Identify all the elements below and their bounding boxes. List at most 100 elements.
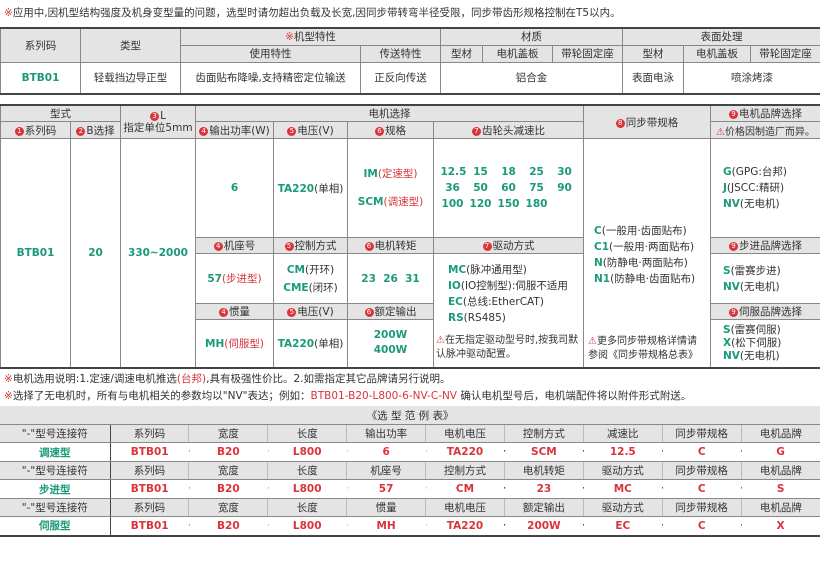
example-header: 电机品牌 — [740, 498, 820, 517]
drive-option: EC(总线:EtherCAT) — [448, 296, 544, 308]
example-value: –B20 — [188, 442, 268, 462]
example-table: 《选 型 范 例 表》 "-"型号连接符 系列码 宽度 长度 输出功率 电机电压 控制方式减… — [0, 405, 820, 537]
example-value: –C — [662, 442, 742, 462]
example-value: –200W — [504, 516, 584, 536]
gear-ratios: 12.5 15 18 25 30 36 50 60 75 90 100 120 150 180 — [433, 138, 584, 238]
nv-note: ※选择了无电机时，所有与电机相关的参数均以"NV"表达；例如：BTB01-B20… — [4, 390, 692, 402]
example-value: –S — [741, 479, 820, 499]
example-value: –B20 — [188, 516, 268, 536]
example-value: –CM — [425, 479, 505, 499]
model-features-table: 系列码 类型 ※机型特性 材质 表面处理 使用特性 传送特性 型材 电机盖板 带轮固定座 型材 电机… — [0, 27, 820, 95]
example-value: –L800 — [267, 516, 347, 536]
drive-option: MC(脉冲通用型) — [448, 264, 527, 276]
example-header: 长度 — [267, 424, 347, 443]
example-value: –MH — [346, 516, 426, 536]
warning-icon: ⚠ — [716, 126, 725, 138]
example-header: 电机品牌 — [740, 424, 820, 443]
example-value: –23 — [504, 479, 584, 499]
example-header: 电机转矩 — [503, 461, 584, 480]
example-header: "-"型号连接符 — [0, 461, 111, 480]
example-header: 控制方式 — [503, 424, 584, 443]
example-value: –57 — [346, 479, 426, 499]
example-header: 系列码 — [109, 424, 189, 443]
example-header: 额定输出 — [503, 498, 584, 517]
gear-ratio: 75 — [529, 182, 544, 194]
sync-belt-option: N(防静电·两面贴布) — [594, 257, 688, 269]
servo-brand-option: X(松下伺服) — [723, 336, 782, 349]
example-value: –X — [741, 516, 820, 536]
example-value: –TA220 — [425, 516, 505, 536]
gear-ratio: 30 — [557, 166, 572, 178]
gear-ratio: 25 — [529, 166, 544, 178]
servo-brand-option: S(雷赛伺服) — [723, 323, 781, 336]
example-header: 输出功率 — [346, 424, 426, 443]
sync-belt-option: C(一般用·齿面贴布) — [594, 225, 687, 237]
drive-option: IO(IO控制型):伺服不适用 — [448, 280, 568, 292]
example-value: –C — [662, 479, 742, 499]
example-header: 系列码 — [109, 498, 189, 517]
example-header: 电机品牌 — [740, 461, 820, 480]
example-header: 系列码 — [109, 461, 189, 480]
example-header: 同步带规格 — [661, 461, 742, 480]
example-value: –B20 — [188, 479, 268, 499]
example-value: –6 — [346, 442, 426, 462]
example-value: 步进型 — [0, 479, 111, 499]
example-header: 电机电压 — [425, 498, 505, 517]
example-header: "-"型号连接符 — [0, 498, 111, 517]
gear-ratio: 12.5 — [440, 166, 467, 178]
servo-brand-option: NV(无电机) — [723, 349, 780, 362]
example-value: –L800 — [267, 479, 347, 499]
gear-ratio: 90 — [557, 182, 572, 194]
brand-option: NV(无电机) — [723, 198, 780, 210]
gear-ratio — [551, 196, 579, 212]
gear-ratio: 100 — [441, 198, 464, 210]
sync-belt-option: C1(一般用·两面贴布) — [594, 241, 695, 253]
brand-option: J(JSCC:精研) — [723, 182, 785, 194]
example-header: 同步带规格 — [661, 498, 742, 517]
example-value: 伺服型 — [0, 516, 111, 536]
example-header: 长度 — [267, 461, 347, 480]
example-header: 惯量 — [346, 498, 426, 517]
example-header: 宽度 — [188, 424, 268, 443]
example-header: 电机电压 — [425, 424, 505, 443]
example-value: BTB01 — [110, 479, 189, 499]
example-header: 控制方式 — [425, 461, 505, 480]
example-value: –SCM — [504, 442, 584, 462]
example-value: –C — [662, 516, 742, 536]
example-header: 宽度 — [188, 498, 268, 517]
step-brand-option: S(雷赛步进) — [723, 264, 781, 277]
example-value: –12.5 — [583, 442, 663, 462]
example-header: "-"型号连接符 — [0, 424, 111, 443]
example-header: 机座号 — [346, 461, 426, 480]
example-header: 驱动方式 — [582, 498, 663, 517]
gear-ratio: 150 — [497, 198, 520, 210]
gear-ratio: 180 — [525, 198, 548, 210]
example-header: 同步带规格 — [661, 424, 742, 443]
gear-ratio: 120 — [469, 198, 492, 210]
step-brand-option: NV(无电机) — [723, 280, 780, 293]
brand-option: G(GPG:台邦) — [723, 166, 787, 178]
example-value: –EC — [583, 516, 663, 536]
example-value: 调速型 — [0, 442, 111, 462]
sync-belt-option: N1(防静电·齿面贴布) — [594, 273, 696, 285]
gear-ratio: 18 — [501, 166, 516, 178]
warning-icon: ⚠ — [588, 335, 597, 347]
example-header: 减速比 — [582, 424, 663, 443]
selection-table: 型式 3 L 指定单位5mm 电机选择 8 同步带规格 9 电机品牌选择 1 系列码 2 B选择 4 输出… — [0, 104, 820, 369]
example-header: 驱动方式 — [582, 461, 663, 480]
gear-ratio: 15 — [473, 166, 488, 178]
top-note: ※应用中,因机型结构强度及机身变型量的问题，选型时请勿超出负载及长宽,因同步带转… — [4, 7, 621, 19]
example-value: –MC — [583, 479, 663, 499]
example-value: BTB01 — [110, 442, 189, 462]
gear-ratio: 60 — [501, 182, 516, 194]
gear-ratio: 50 — [473, 182, 488, 194]
example-header: 宽度 — [188, 461, 268, 480]
gear-ratio: 36 — [445, 182, 460, 194]
example-header: 长度 — [267, 498, 347, 517]
example-value: BTB01 — [110, 516, 189, 536]
warning-icon: ⚠ — [436, 335, 445, 346]
example-value: –TA220 — [425, 442, 505, 462]
example-value: –G — [741, 442, 820, 462]
drive-option: RS(RS485) — [448, 312, 506, 324]
example-value: –L800 — [267, 442, 347, 462]
